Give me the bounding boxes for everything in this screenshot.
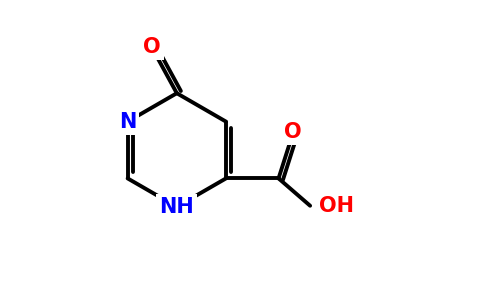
Text: N: N: [119, 112, 136, 132]
Text: NH: NH: [159, 197, 194, 217]
Text: O: O: [285, 122, 302, 142]
Text: OH: OH: [318, 196, 353, 216]
Text: O: O: [143, 37, 160, 57]
